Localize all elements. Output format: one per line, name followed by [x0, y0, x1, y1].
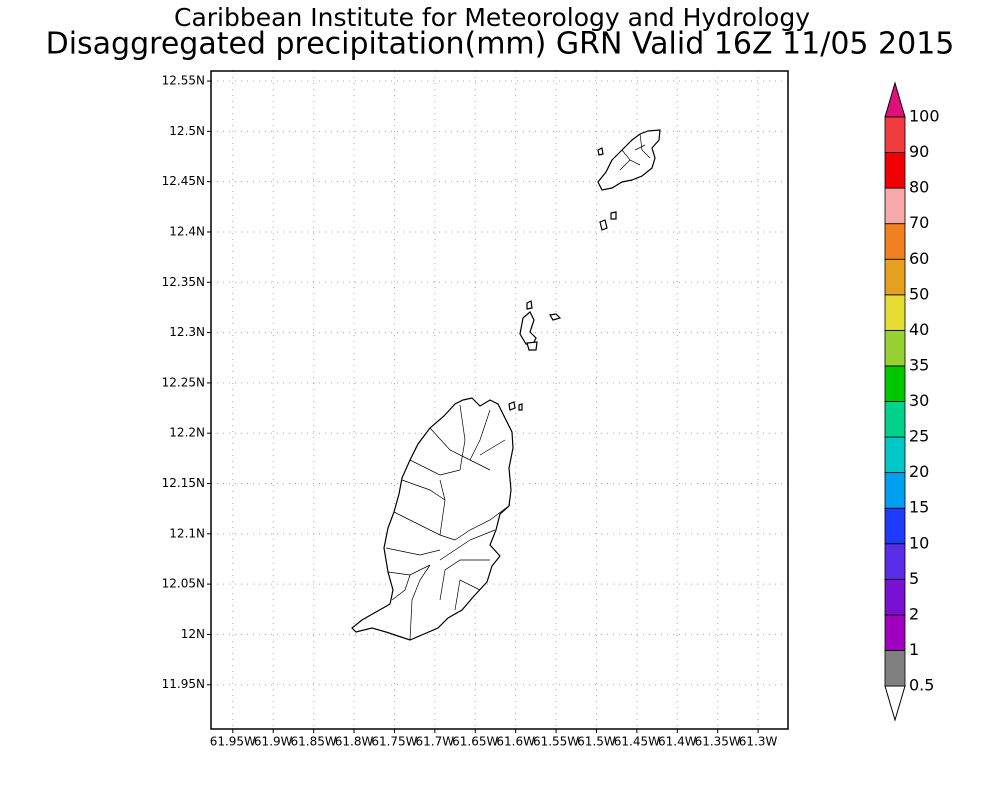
island-small: [519, 311, 537, 347]
colorbar-box: [884, 650, 906, 687]
title: Caribbean Institute for Meteorology and …: [174, 3, 810, 32]
colorbar-over: [884, 81, 906, 118]
x-tick-label: 61.35W: [695, 735, 741, 749]
x-tick-label: 61.6W: [496, 735, 535, 749]
island-small: [508, 401, 516, 411]
colorbar-label: 2: [909, 604, 919, 623]
y-tick-label: 12.05N: [162, 577, 205, 591]
y-tick-label: 12.3N: [169, 325, 205, 339]
x-tick-label: 61.5W: [577, 735, 616, 749]
colorbar-box: [884, 329, 906, 367]
colorbar-box: [884, 401, 906, 438]
x-tick-label: 61.3W: [739, 735, 778, 749]
colorbar-label: 10: [909, 533, 929, 552]
plot-frame: [210, 70, 789, 730]
y-axis: 11.95N 12N 12.05N 12.1N 12.15N 12.2N 12.25N 12.…: [162, 74, 211, 691]
island-small: [599, 219, 608, 231]
x-tick-label: 61.65W: [452, 735, 498, 749]
colorbar-box: [884, 578, 906, 616]
island-small: [549, 313, 562, 321]
y-tick-label: 11.95N: [162, 677, 205, 691]
colorbar-box: [884, 223, 906, 260]
colorbar-label: 80: [909, 178, 929, 197]
colorbar-label: 70: [909, 213, 929, 232]
colorbar-box: [884, 294, 906, 331]
colorbar-label: 5: [909, 569, 919, 588]
y-tick-label: 12.2N: [169, 426, 205, 440]
y-tick-label: 12.15N: [162, 476, 205, 490]
colorbar-box: [884, 436, 906, 474]
subtitle: Disaggregated precipitation(mm) GRN Vali…: [46, 27, 955, 62]
x-tick-label: 61.55W: [533, 735, 579, 749]
colorbar-label: 90: [909, 142, 929, 161]
colorbar-box: [884, 472, 906, 509]
island-small: [526, 300, 533, 310]
x-tick-label: 61.45W: [614, 735, 660, 749]
x-tick-label: 61.8W: [335, 735, 374, 749]
island-small: [610, 211, 617, 220]
y-tick-label: 12.4N: [169, 224, 205, 238]
colorbar-label: 40: [909, 320, 929, 339]
colorbar-box: [884, 187, 906, 225]
colorbar-box: [884, 152, 906, 189]
y-tick-label: 12N: [181, 627, 205, 641]
island-small: [526, 341, 538, 351]
colorbar-label: 100: [909, 107, 940, 126]
x-tick-label: 61.9W: [254, 735, 293, 749]
colorbar-box: [884, 258, 906, 296]
x-tick-label: 61.7W: [416, 735, 455, 749]
x-tick-label: 61.85W: [291, 735, 337, 749]
y-tick-label: 12.1N: [169, 526, 205, 540]
x-tick-label: 61.4W: [658, 735, 697, 749]
colorbar-under: [884, 685, 906, 722]
colorbar-label: 25: [909, 427, 929, 446]
island-grenada: [351, 397, 514, 641]
colorbar-label: 30: [909, 391, 929, 410]
watershed-lines: [385, 404, 511, 641]
colorbar-box: [884, 614, 906, 651]
colorbar-box: [884, 507, 906, 545]
colorbar-box: [884, 116, 906, 153]
y-tick-label: 12.5N: [169, 124, 205, 138]
y-tick-label: 12.55N: [162, 74, 205, 88]
colorbar-label: 0.5: [909, 676, 934, 695]
grid: [211, 71, 788, 729]
y-tick-label: 12.35N: [162, 275, 205, 289]
x-tick-label: 61.75W: [371, 735, 417, 749]
colorbar-label: 20: [909, 462, 929, 481]
colorbar-box: [884, 543, 906, 580]
colorbar-label: 15: [909, 498, 929, 517]
x-axis: 61.95W61.9W61.85W61.8W61.75W61.7W61.65W6…: [210, 729, 778, 749]
y-tick-label: 12.25N: [162, 375, 205, 389]
colorbar-box: [884, 365, 906, 402]
colorbar-label: 60: [909, 249, 929, 268]
island-small: [597, 147, 604, 156]
plot-background: [211, 71, 788, 729]
colorbar-label: 1: [909, 640, 919, 659]
colorbar-label: 50: [909, 284, 929, 303]
watershed-lines: [619, 133, 651, 171]
island-small: [518, 403, 523, 411]
y-tick-label: 12.45N: [162, 174, 205, 188]
colorbar-label: 35: [909, 355, 929, 374]
map-area: [210, 70, 789, 730]
x-tick-label: 61.95W: [210, 735, 256, 749]
